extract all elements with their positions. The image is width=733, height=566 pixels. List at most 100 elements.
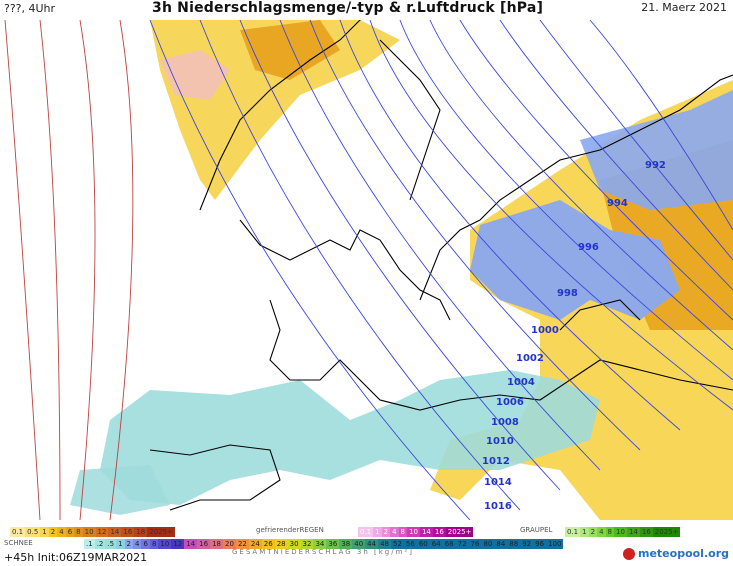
legend-swatch: 2025+ <box>147 527 175 537</box>
isobar-label: 1004 <box>507 377 535 388</box>
legend-swatch: 0.1 <box>358 527 374 537</box>
isobar-label: 1002 <box>516 353 544 364</box>
isobar-label: 998 <box>557 288 578 299</box>
legend-swatch: 1 <box>373 527 382 537</box>
legend-swatch: 2025+ <box>445 527 474 537</box>
legend-swatch: 6 <box>65 527 75 537</box>
logo-text: meteopool.org <box>638 547 729 560</box>
legend-graupel-scale: 0.1 1 2 4 8 10 14 16 2025+ <box>565 527 681 537</box>
legend-swatch: 30 <box>287 539 301 549</box>
legend-swatch: 10 <box>158 539 172 549</box>
legend-swatch: 20 <box>223 539 236 549</box>
legend-swatch: 8 <box>149 539 159 549</box>
legend-swatch: 60 <box>416 539 430 549</box>
legend-snow-label: SCHNEE <box>4 539 33 547</box>
legend-swatch: 10 <box>82 527 96 537</box>
isobar-label: 1016 <box>484 501 512 512</box>
legend-swatch: 34 <box>313 539 327 549</box>
legend-swatch: 14 <box>184 539 198 549</box>
precip-rain-norway <box>150 5 400 200</box>
isobar-label: 992 <box>645 160 666 171</box>
legend-swatch: 1 <box>580 527 589 537</box>
legend-swatch: 96 <box>533 539 547 549</box>
weather-map: 992 994 996 998 1000 1002 1004 1006 1008… <box>4 4 733 520</box>
legend-swatch: 12 <box>171 539 185 549</box>
map-date: 21. Maerz 2021 <box>641 1 727 14</box>
precip-pink-norway <box>160 50 230 100</box>
legend-swatch: 48 <box>378 539 391 549</box>
legend-swatch: .1 <box>84 539 95 549</box>
legend-swatch: 14 <box>626 527 640 537</box>
legend-swatch: 92 <box>520 539 534 549</box>
legend-swatch: 8 <box>605 527 615 537</box>
legend-swatch: 4 <box>597 527 606 537</box>
legend-swatch: 28 <box>274 539 288 549</box>
legend-swatch: 0.1 <box>10 527 26 537</box>
legend-swatch: 10 <box>614 527 627 537</box>
forecast-day-label: ???, 4Uhr <box>4 2 56 15</box>
legend-total-label: GESAMTNIEDERSCHLAG 3h [kg/m²] <box>232 548 414 556</box>
legend-swatch: 1 <box>40 527 49 537</box>
legend-swatch: 56 <box>403 539 417 549</box>
legend-swatch: 2 <box>588 527 598 537</box>
legend-swatch: 16 <box>121 527 135 537</box>
legend-swatch: 36 <box>326 539 340 549</box>
legend-swatch: 100 <box>546 539 564 549</box>
legend-swatch: 22 <box>235 539 249 549</box>
legend-rain-scale: 0.1 0.5 1 2 4 6 8 10 12 14 16 18 2025+ <box>10 527 175 537</box>
init-time: +45h Init:06Z19MAR2021 <box>4 551 148 564</box>
isobar-label: 1008 <box>491 417 519 428</box>
legend-swatch: 8 <box>398 527 408 537</box>
legend-swatch: 2 <box>381 527 391 537</box>
legend-swatch: 14 <box>108 527 122 537</box>
legend-swatch: 14 <box>419 527 433 537</box>
legend-swatch: 52 <box>391 539 404 549</box>
legend-swatch: 16 <box>197 539 211 549</box>
legend-swatch: 16 <box>432 527 446 537</box>
legend-swatch: 64 <box>429 539 443 549</box>
legend-swatch: 10 <box>407 527 420 537</box>
legend-swatch: 8 <box>74 527 83 537</box>
isobar-label: 1000 <box>531 325 559 336</box>
legend-swatch: 6 <box>141 539 150 549</box>
coastlines <box>149 4 733 511</box>
isobar-label: 1006 <box>496 397 524 408</box>
header-bar: ???, 4Uhr 3h Niederschlagsmenge/-typ & r… <box>0 0 733 20</box>
legend-swatch: 68 <box>442 539 456 549</box>
legend-swatch: 76 <box>468 539 482 549</box>
legend: 0.1 0.5 1 2 4 6 8 10 12 14 16 18 2025+ gefrierenderR… <box>0 520 733 566</box>
legend-swatch: 88 <box>507 539 521 549</box>
isobar-label: 994 <box>607 198 628 209</box>
legend-swatch: 24 <box>248 539 262 549</box>
legend-swatch: 4 <box>57 527 66 537</box>
meteopool-logo[interactable]: meteopool.org <box>623 547 729 560</box>
precip-snow-south <box>70 370 600 515</box>
legend-swatch: 2025+ <box>652 527 681 537</box>
legend-swatch: 40 <box>352 539 366 549</box>
isobar-label: 1014 <box>484 477 512 488</box>
legend-swatch: 4 <box>390 527 399 537</box>
legend-freezing-label: gefrierenderREGEN <box>256 526 324 534</box>
legend-swatch: 72 <box>455 539 469 549</box>
legend-swatch: 0.5 <box>25 527 41 537</box>
legend-swatch: 16 <box>639 527 653 537</box>
legend-swatch: 1 <box>116 539 125 549</box>
legend-swatch: 80 <box>481 539 495 549</box>
legend-freezing-scale: 0.1 1 2 4 8 10 14 16 2025+ <box>358 527 474 537</box>
legend-swatch: 44 <box>365 539 379 549</box>
legend-swatch: 18 <box>210 539 224 549</box>
legend-swatch: 32 <box>300 539 314 549</box>
legend-swatch: 18 <box>134 527 148 537</box>
isobar-label: 1012 <box>482 456 510 467</box>
isobar-label: 1010 <box>486 436 514 447</box>
legend-swatch: 26 <box>261 539 275 549</box>
logo-icon <box>623 547 635 560</box>
legend-swatch: 4 <box>133 539 142 549</box>
legend-swatch: .5 <box>105 539 117 549</box>
legend-snow-scale: .1.2.5 1 2 4 6 8 10 12 14 16 18 20 22 24 26 28 30 32 34 36 3… <box>84 539 564 549</box>
isobars-blue <box>149 19 733 520</box>
legend-swatch: 38 <box>339 539 353 549</box>
legend-swatch: 2 <box>124 539 133 549</box>
legend-swatch: .2 <box>94 539 106 549</box>
legend-swatch: 0.1 <box>565 527 581 537</box>
